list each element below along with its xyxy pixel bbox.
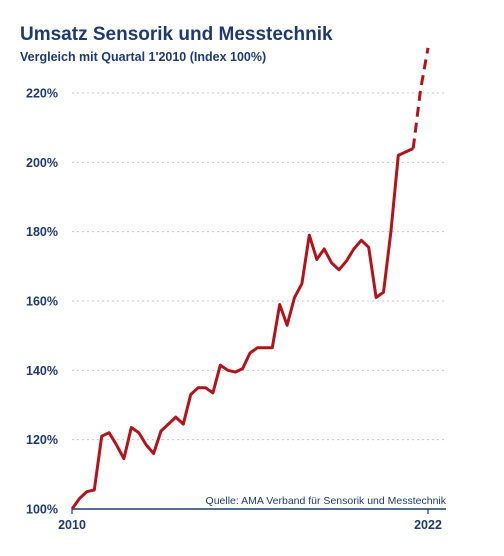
- forecast-line: [411, 47, 430, 149]
- y-axis-ticks: 100% 120% 140% 160% 180% 200% 220%: [26, 87, 58, 517]
- y-tick-label: 120%: [26, 433, 58, 447]
- y-tick-label: 140%: [26, 364, 58, 378]
- x-tick-label: 2022: [414, 518, 442, 532]
- gridlines: [72, 92, 446, 441]
- series: [70, 47, 430, 510]
- revenue-line: [70, 147, 414, 510]
- source-note: Quelle: AMA Verband für Sensorik und Mes…: [206, 495, 447, 507]
- y-tick-label: 200%: [26, 156, 58, 170]
- x-tick-label: 2010: [58, 518, 86, 532]
- y-tick-label: 100%: [26, 503, 58, 517]
- x-axis-ticks: 2010 2022: [58, 509, 442, 532]
- y-tick-label: 180%: [26, 225, 58, 239]
- y-tick-label: 220%: [26, 87, 58, 101]
- y-tick-label: 160%: [26, 295, 58, 309]
- chart-subtitle: Vergleich mit Quartal 1'2010 (Index 100%…: [20, 50, 267, 64]
- chart-title: Umsatz Sensorik und Messtechnik: [20, 24, 333, 45]
